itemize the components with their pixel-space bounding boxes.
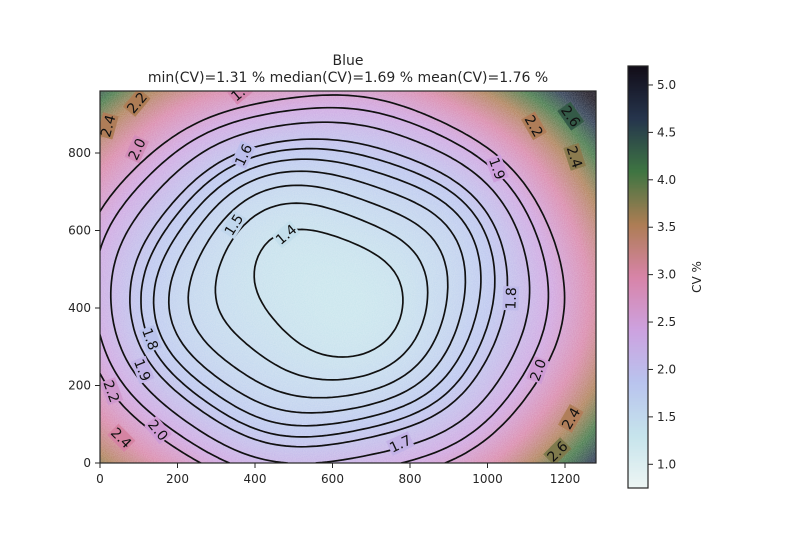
colorbar-tick-label: 2.0 — [657, 362, 676, 376]
contour-label-bg — [526, 355, 550, 385]
y-tick-label: 0 — [83, 456, 91, 470]
chart-subtitle: min(CV)=1.31 % median(CV)=1.69 % mean(CV… — [148, 70, 548, 86]
contour-label-text: 1.9 — [130, 357, 153, 384]
y-tick-label: 800 — [68, 146, 91, 160]
contour-label-bg — [485, 154, 509, 183]
x-tick-label: 800 — [399, 472, 422, 486]
x-tick-label: 600 — [321, 472, 344, 486]
contour-label-bg — [100, 377, 124, 406]
colorbar-label: CV % — [690, 261, 704, 293]
contour-line — [129, 138, 509, 448]
contour-label-bg — [227, 91, 256, 105]
contour-label-bg — [130, 355, 155, 385]
contour-label-bg — [386, 431, 415, 456]
contour-label-text: 2.4 — [98, 113, 119, 139]
x-axis: 0 200 400 600 800 1000 1200 — [96, 463, 580, 486]
contour-label-text: 1.9 — [485, 156, 508, 182]
x-tick-label: 1200 — [550, 472, 581, 486]
contour-label: 2.4 — [563, 143, 587, 171]
contour-label-bg — [271, 220, 301, 249]
contour-line — [140, 147, 496, 438]
contour-line — [214, 202, 429, 381]
y-tick-label: 200 — [68, 379, 91, 393]
contour-line — [152, 158, 482, 427]
contour-label-bg — [122, 91, 151, 117]
contour-line — [167, 170, 467, 414]
contour-label: 1.9 — [485, 154, 509, 183]
contour-label: 1.8 — [138, 324, 163, 354]
colorbar-gradient — [628, 66, 648, 488]
contour-label: 2.4 — [98, 112, 119, 140]
x-tick-label: 400 — [244, 472, 267, 486]
contour-label-text: 1.8 — [503, 287, 520, 310]
contour-label-bg — [557, 404, 584, 433]
plot-frame — [99, 90, 597, 464]
contour-label-bg — [521, 111, 547, 141]
contour-label: 1.9 — [130, 355, 155, 385]
contour-label-bg — [107, 423, 136, 452]
contour-label-text: 2.2 — [99, 378, 122, 404]
y-axis: 0 200 400 600 800 — [68, 146, 100, 470]
contour-label-bg — [144, 415, 172, 445]
contour-label-text: 1.8 — [138, 326, 161, 352]
colorbar: 1.0 1.5 2.0 2.5 3.0 3.5 4.0 4.5 5.0 CV % — [627, 65, 704, 489]
colorbar-ticks: 1.0 1.5 2.0 2.5 3.0 3.5 4.0 4.5 5.0 — [648, 78, 676, 471]
contour-label-bg — [543, 437, 572, 463]
colorbar-tick-label: 4.5 — [657, 125, 676, 139]
colorbar-tick-label: 3.5 — [657, 220, 676, 234]
contour-label-bg — [557, 101, 585, 131]
x-tick-label: 200 — [166, 472, 189, 486]
contour-label-bg — [138, 324, 163, 354]
contour-label: 2.0 — [526, 355, 551, 385]
contour-label-bg — [563, 143, 587, 171]
contour-label-bg — [220, 210, 247, 240]
x-tick-label: 0 — [96, 472, 104, 486]
contour-label-text: 2.4 — [563, 144, 585, 170]
contour-label-bg — [231, 140, 256, 170]
colorbar-tick-label: 4.0 — [657, 173, 676, 187]
chart-title: Blue — [333, 53, 364, 69]
colorbar-tick-label: 1.0 — [657, 457, 676, 471]
colorbar-tick-label: 5.0 — [657, 78, 676, 92]
contour-label-text: 2.0 — [528, 357, 551, 383]
colorbar-frame — [627, 65, 649, 489]
colorbar-tick-label: 2.5 — [657, 315, 676, 329]
colorbar-tick-label: 1.5 — [657, 410, 676, 424]
colorbar-tick-label: 3.0 — [657, 268, 676, 282]
contour-line — [100, 106, 550, 463]
contour-line — [187, 184, 449, 399]
y-tick-label: 400 — [68, 301, 91, 315]
contour-label-bg — [502, 286, 520, 311]
contour-label-bg — [124, 134, 150, 164]
plot-area: 1.41.51.61.71.71.81.81.91.92.02.02.02.22… — [98, 90, 597, 464]
y-tick-label: 600 — [68, 224, 91, 238]
heatmap-grain — [100, 91, 596, 463]
contour-label-bg — [100, 112, 119, 140]
x-tick-label: 1000 — [472, 472, 503, 486]
contour-label: 2.2 — [99, 377, 124, 406]
contour-label: 1.8 — [502, 286, 520, 311]
